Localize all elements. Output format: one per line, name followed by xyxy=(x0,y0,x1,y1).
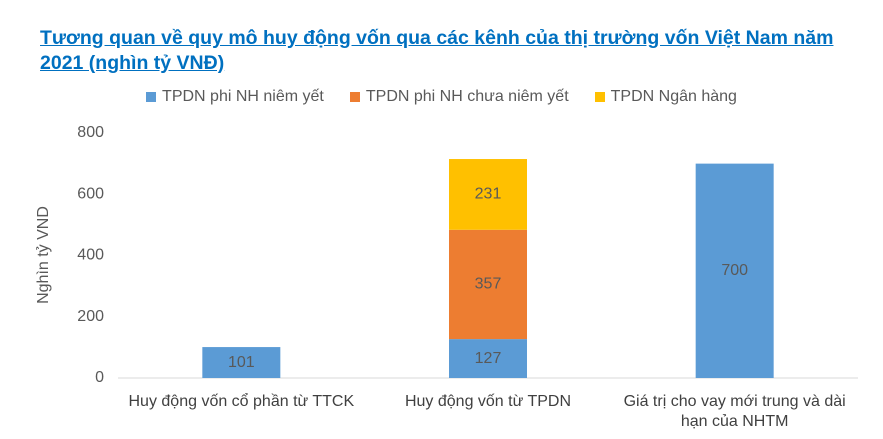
legend-label: TPDN phi NH niêm yết xyxy=(162,88,324,105)
x-tick-label: Huy động vốn từ TPDN xyxy=(404,393,572,410)
legend-item: TPDN phi NH chưa niêm yết xyxy=(349,88,569,106)
x-tick-label: Giá trị cho vay mới trung và dài hạn của… xyxy=(623,393,846,430)
bar-segment xyxy=(449,229,527,340)
legend-swatch xyxy=(594,92,605,102)
y-tick-label: 0 xyxy=(95,369,104,386)
bar-segment xyxy=(202,347,281,378)
y-tick-label: 200 xyxy=(77,308,104,325)
legend-swatch xyxy=(349,92,360,102)
legend-item: TPDN Ngân hàng xyxy=(594,88,737,106)
y-tick-label: 800 xyxy=(77,124,104,141)
y-tick-label: 600 xyxy=(77,185,104,202)
bar-segment xyxy=(449,339,527,378)
data-label: 101 xyxy=(228,354,255,371)
data-label: 127 xyxy=(475,350,502,367)
y-axis-label: Nghìn tỷ VND xyxy=(35,206,52,304)
legend-label: TPDN phi NH chưa niêm yết xyxy=(365,88,569,105)
data-label: 231 xyxy=(475,186,502,203)
legend-swatch xyxy=(146,92,157,102)
legend-label: TPDN Ngân hàng xyxy=(610,88,737,105)
legend-item: TPDN phi NH niêm yết xyxy=(146,88,324,106)
chart-title: Tương quan về quy mô huy động vốn qua cá… xyxy=(40,27,834,74)
x-tick-label: Huy động vốn cổ phần từ TTCK xyxy=(128,393,355,410)
data-label: 700 xyxy=(721,262,748,279)
data-label: 357 xyxy=(475,276,502,293)
y-tick-label: 400 xyxy=(77,247,104,264)
bar-segment xyxy=(449,159,527,230)
legend: TPDN phi NH niêm yết TPDN phi NH chưa niê… xyxy=(0,88,883,106)
bar-segment xyxy=(695,163,774,378)
